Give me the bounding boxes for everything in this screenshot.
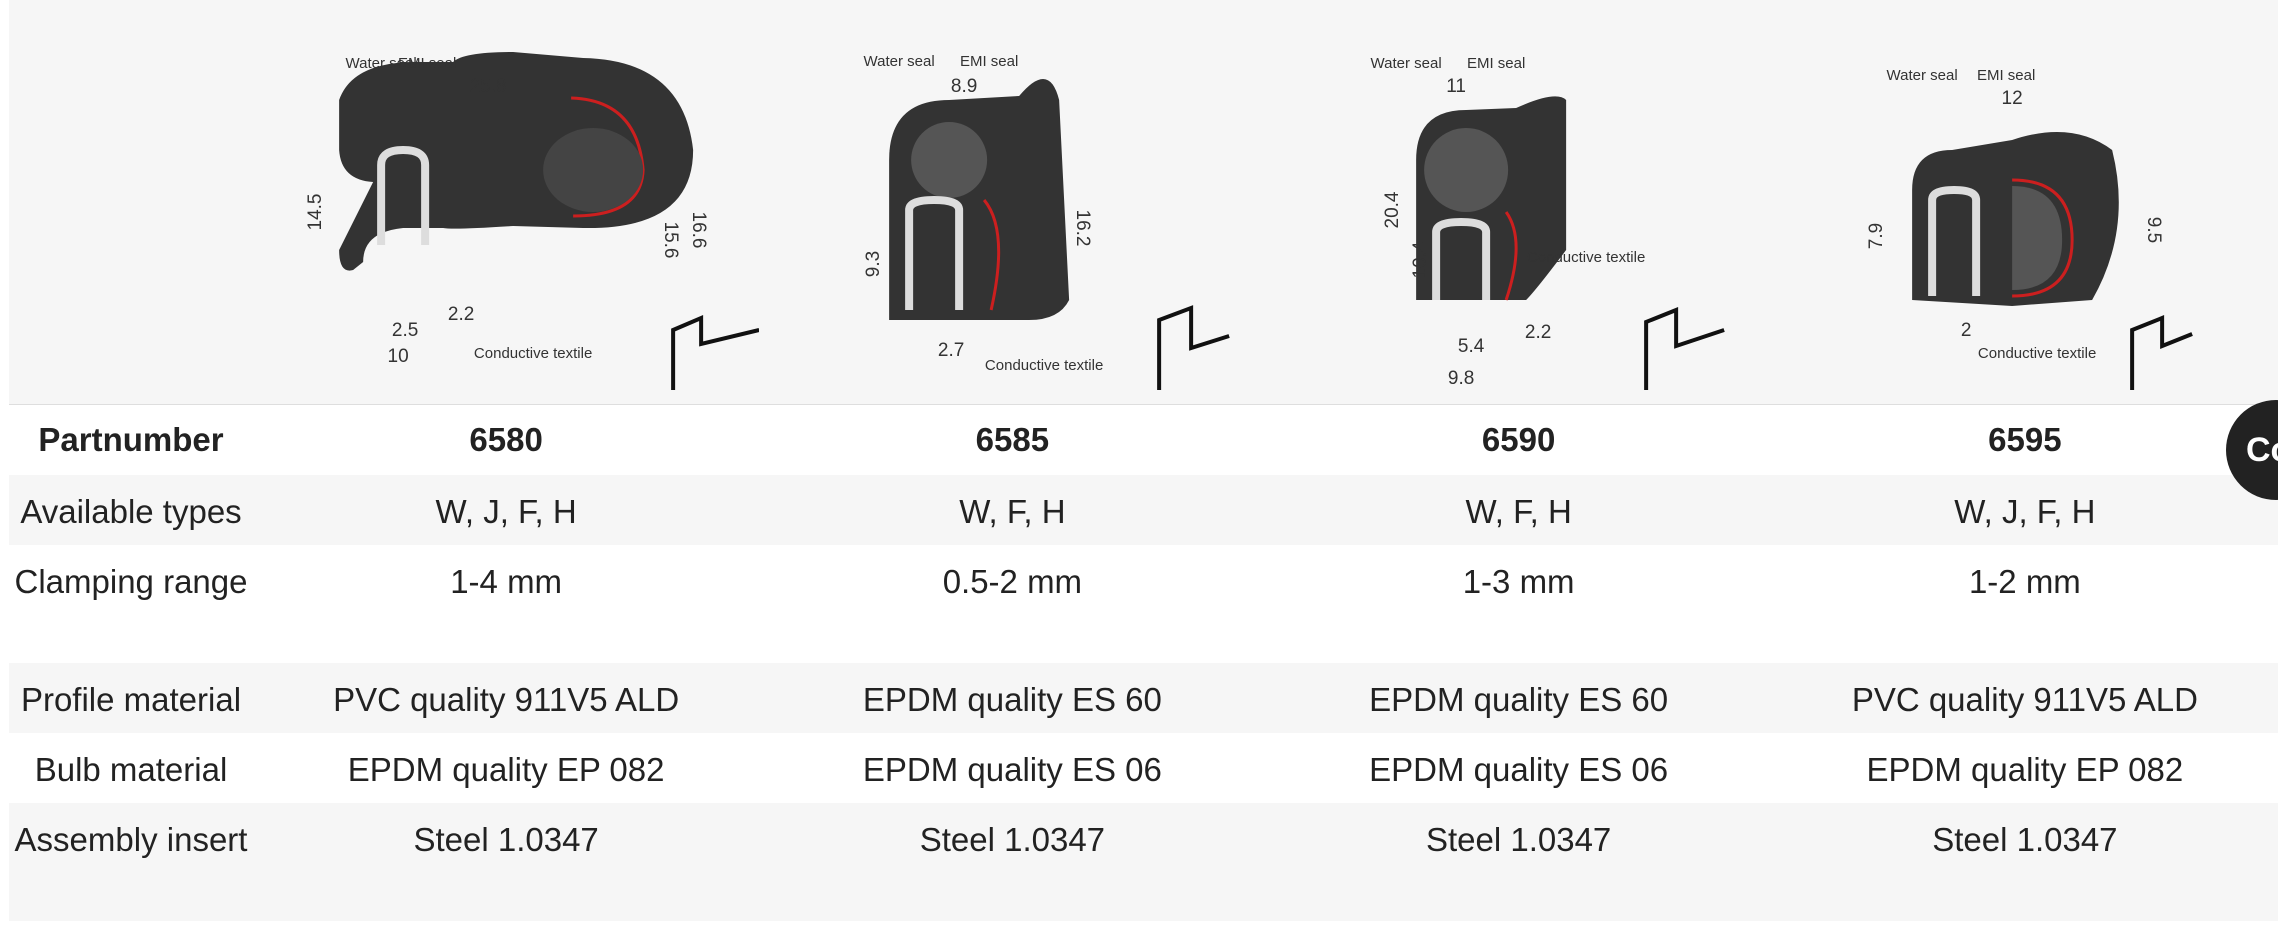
dim-c: 9.3 <box>863 251 884 277</box>
table-row-bulb-material: Bulb material EPDM quality EP 082 EPDM q… <box>9 733 2278 803</box>
cell-assembly-insert-6585: Steel 1.0347 <box>759 803 1266 921</box>
image-row: Water seal EMI seal 25.8 14.5 16.6 15.6 … <box>9 0 2278 405</box>
profile-6580-insert <box>377 145 430 245</box>
dim-c: 16.6 <box>688 212 709 249</box>
profile-6590-insert <box>1431 217 1490 300</box>
profile-6595-insert <box>1927 185 1980 296</box>
profile-6590-conductive <box>1504 211 1518 301</box>
cell-profile-material-6580: PVC quality 911V5 ALD <box>253 663 760 733</box>
table-row-clamping: Clamping range 1-4 mm 0.5-2 mm 1-3 mm 1-… <box>9 545 2278 663</box>
dim-water-seal: Water seal <box>864 53 935 70</box>
dim-emi-seal: EMI seal <box>398 55 456 72</box>
cell-bulb-material-6585: EPDM quality ES 06 <box>759 733 1266 803</box>
cell-assembly-insert-6590: Steel 1.0347 <box>1265 803 1772 921</box>
dim-water-seal: Water seal <box>346 55 417 72</box>
dim-a: 25.8 <box>470 76 507 97</box>
dim-e: 5.4 <box>1457 336 1484 357</box>
cell-types-6595: W, J, F, H <box>1771 475 2278 545</box>
profile-drawing-6580: Water seal EMI seal 25.8 14.5 16.6 15.6 … <box>253 0 760 405</box>
cell-assembly-insert-6580: Steel 1.0347 <box>253 803 760 921</box>
cell-partnumber-6580: 6580 <box>253 404 760 475</box>
dim-d: 2 <box>1961 320 1972 341</box>
dim-a: 8.9 <box>951 76 977 97</box>
profile-6595-bulb <box>2011 186 2062 290</box>
dim-e: 2.5 <box>392 320 418 341</box>
cell-clamping-6580: 1-4 mm <box>253 545 760 663</box>
spec-table: Water seal EMI seal 25.8 14.5 16.6 15.6 … <box>9 0 2278 921</box>
cell-profile-material-6595: PVC quality 911V5 ALD <box>1771 663 2278 733</box>
cell-types-6585: W, F, H <box>759 475 1266 545</box>
row-label-profile-material: Profile material <box>9 663 253 733</box>
dim-a: 11 <box>1446 76 1466 97</box>
conductive-label: Conductive textile <box>1978 345 2096 362</box>
profile-6595-svg: Water seal EMI seal 12 7.9 9.5 2 Conduct… <box>1866 67 2193 390</box>
table-row-assembly-insert: Assembly insert Steel 1.0347 Steel 1.034… <box>9 803 2278 921</box>
conductive-label: Conductive textile <box>474 345 592 362</box>
cell-partnumber-6595: 6595 <box>1771 404 2278 475</box>
dim-d: 2.7 <box>938 340 964 361</box>
dim-g: 10 <box>388 346 409 367</box>
dim-emi-seal: EMI seal <box>960 53 1018 70</box>
dim-water-seal: Water seal <box>1370 55 1441 72</box>
dim-water-seal: Water seal <box>1886 67 1957 84</box>
row-label-bulb-material: Bulb material <box>9 733 253 803</box>
image-row-label <box>9 0 253 405</box>
profile-6585-bulb <box>911 122 988 198</box>
dim-d: 2.2 <box>1524 322 1550 343</box>
dim-c: 10.4 <box>1410 241 1431 278</box>
cell-profile-material-6590: EPDM quality ES 60 <box>1265 663 1772 733</box>
cell-bulb-material-6580: EPDM quality EP 082 <box>253 733 760 803</box>
cell-partnumber-6585: 6585 <box>759 404 1266 475</box>
profile-6585-conductive <box>983 199 1001 311</box>
profile-6580-bulb <box>543 128 644 212</box>
cell-bulb-material-6595: EPDM quality EP 082 <box>1771 733 2278 803</box>
dim-d: 15.6 <box>660 222 681 259</box>
cell-clamping-6585: 0.5-2 mm <box>759 545 1266 663</box>
dim-f: 9.8 <box>1447 368 1473 389</box>
row-label-assembly-insert: Assembly insert <box>9 803 253 921</box>
profile-drawing-6595: Water seal EMI seal 12 7.9 9.5 2 Conduct… <box>1771 0 2278 405</box>
profile-6585-svg: Water seal EMI seal 8.9 16.2 9.3 2.7 Con… <box>863 53 1230 390</box>
mini-section-6595 <box>2129 315 2193 390</box>
mini-section-6580 <box>671 314 760 390</box>
row-label-types: Available types <box>9 475 253 545</box>
conductive-label: Conductive textile <box>1526 249 1644 266</box>
profile-drawing-6590: Water seal EMI seal 11 20.4 10.4 2.2 5.4… <box>1265 0 1772 405</box>
dim-b: 16.2 <box>1072 210 1093 247</box>
row-label-partnumber: Partnumber <box>9 404 253 475</box>
profile-6580-svg: Water seal EMI seal 25.8 14.5 16.6 15.6 … <box>305 52 760 390</box>
dim-b: 14.5 <box>305 194 326 231</box>
table-row-types: Available types W, J, F, H W, F, H W, F,… <box>9 475 2278 545</box>
dim-c: 9.5 <box>2143 217 2164 243</box>
cell-assembly-insert-6595: Steel 1.0347 <box>1771 803 2278 921</box>
profile-6590-bulb <box>1423 128 1508 212</box>
conductive-label: Conductive textile <box>985 357 1103 374</box>
cell-clamping-6590: 1-3 mm <box>1265 545 1772 663</box>
profile-6585-insert <box>905 195 964 310</box>
mini-section-6590 <box>1643 307 1725 390</box>
dim-a: 12 <box>2001 88 2022 109</box>
dim-emi-seal: EMI seal <box>1977 67 2035 84</box>
table-row-profile-material: Profile material PVC quality 911V5 ALD E… <box>9 663 2278 733</box>
dim-b: 7.9 <box>1866 223 1887 249</box>
cell-clamping-6595: 1-2 mm <box>1771 545 2278 663</box>
profile-6590-svg: Water seal EMI seal 11 20.4 10.4 2.2 5.4… <box>1370 55 1725 390</box>
floating-chat-button-label: Co <box>2246 431 2278 469</box>
profile-6595-conductive <box>2011 178 2074 298</box>
profile-drawing-6585: Water seal EMI seal 8.9 16.2 9.3 2.7 Con… <box>759 0 1266 405</box>
cell-partnumber-6590: 6590 <box>1265 404 1772 475</box>
row-label-clamping: Clamping range <box>9 545 253 663</box>
table-row-partnumber: Partnumber 6580 6585 6590 6595 <box>9 404 2278 475</box>
cell-bulb-material-6590: EPDM quality ES 06 <box>1265 733 1772 803</box>
dim-b: 20.4 <box>1382 191 1403 228</box>
dim-f: 2.2 <box>448 304 474 325</box>
dim-emi-seal: EMI seal <box>1466 55 1524 72</box>
mini-section-6585 <box>1157 305 1230 390</box>
cell-types-6580: W, J, F, H <box>253 475 760 545</box>
cell-types-6590: W, F, H <box>1265 475 1772 545</box>
cell-profile-material-6585: EPDM quality ES 60 <box>759 663 1266 733</box>
